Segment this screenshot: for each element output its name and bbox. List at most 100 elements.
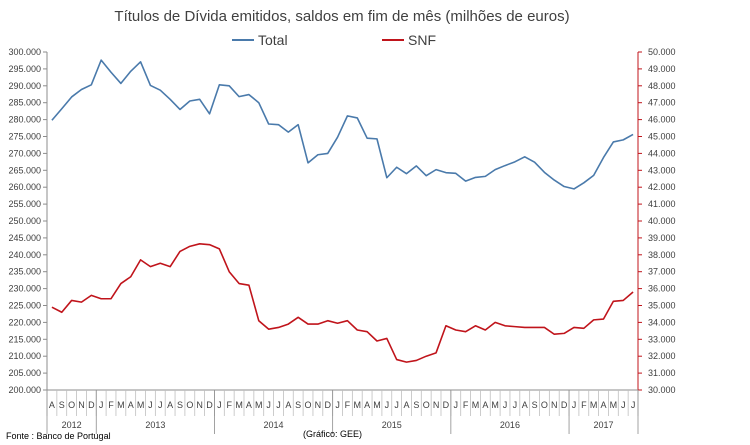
month-label: O — [186, 400, 193, 410]
left-tick-label: 220.000 — [8, 317, 41, 327]
left-tick-label: 240.000 — [8, 250, 41, 260]
month-label: D — [561, 400, 568, 410]
year-label: 2012 — [62, 420, 82, 430]
month-label: D — [206, 400, 213, 410]
left-tick-label: 295.000 — [8, 64, 41, 74]
series-line-snf — [51, 243, 634, 363]
month-label: S — [295, 400, 301, 410]
month-label: M — [472, 400, 480, 410]
month-label: A — [522, 400, 528, 410]
year-label: 2015 — [382, 420, 402, 430]
month-label: O — [423, 400, 430, 410]
left-tick-label: 250.000 — [8, 216, 41, 226]
left-tick-label: 285.000 — [8, 98, 41, 108]
source-note: Fonte : Banco de Portugal — [6, 431, 111, 441]
month-label: J — [276, 400, 281, 410]
month-label: N — [196, 400, 203, 410]
month-label: J — [454, 400, 459, 410]
left-tick-label: 200.000 — [8, 385, 41, 395]
chart-credit: (Gráfico: GEE) — [303, 429, 362, 439]
right-tick-label: 44.000 — [648, 148, 676, 158]
axes — [46, 52, 639, 391]
month-label: F — [345, 400, 351, 410]
legend-label-snf: SNF — [408, 32, 436, 48]
right-tick-label: 49.000 — [648, 64, 676, 74]
month-label: J — [394, 400, 399, 410]
right-tick-label: 47.000 — [648, 98, 676, 108]
month-label: A — [601, 400, 607, 410]
month-label: J — [572, 400, 577, 410]
month-label: M — [590, 400, 598, 410]
month-label: D — [443, 400, 450, 410]
month-label: N — [78, 400, 85, 410]
left-tick-label: 270.000 — [8, 148, 41, 158]
month-label: A — [285, 400, 291, 410]
left-tick-label: 265.000 — [8, 165, 41, 175]
left-tick-label: 255.000 — [8, 199, 41, 209]
month-label: J — [158, 400, 163, 410]
month-label: M — [235, 400, 243, 410]
month-label: A — [364, 400, 370, 410]
month-label: J — [217, 400, 222, 410]
left-tick-label: 245.000 — [8, 233, 41, 243]
month-label: J — [631, 400, 636, 410]
month-label: N — [315, 400, 322, 410]
legend-label-total: Total — [258, 32, 288, 48]
year-label: 2013 — [145, 420, 165, 430]
month-label: S — [59, 400, 65, 410]
month-label: J — [385, 400, 390, 410]
right-tick-label: 41.000 — [648, 199, 676, 209]
month-label: N — [433, 400, 440, 410]
left-axis-ticks: 200.000 205.000 210.000 215.000 220.000 225.0… — [8, 47, 47, 395]
left-tick-label: 225.000 — [8, 301, 41, 311]
year-label: 2014 — [264, 420, 284, 430]
right-tick-label: 36.000 — [648, 284, 676, 294]
month-label: S — [413, 400, 419, 410]
month-label: J — [266, 400, 271, 410]
right-tick-label: 40.000 — [648, 216, 676, 226]
month-label: A — [167, 400, 173, 410]
left-tick-label: 230.000 — [8, 284, 41, 294]
right-tick-label: 48.000 — [648, 81, 676, 91]
month-label: A — [246, 400, 252, 410]
right-tick-label: 35.000 — [648, 301, 676, 311]
year-label: 2017 — [594, 420, 614, 430]
right-tick-label: 37.000 — [648, 267, 676, 277]
right-tick-label: 50.000 — [648, 47, 676, 57]
month-label: S — [532, 400, 538, 410]
month-label: M — [610, 400, 618, 410]
month-label: O — [541, 400, 548, 410]
month-label: J — [503, 400, 508, 410]
month-label: M — [117, 400, 125, 410]
left-tick-label: 205.000 — [8, 368, 41, 378]
series-lines — [51, 59, 634, 363]
month-label: F — [581, 400, 587, 410]
right-tick-label: 33.000 — [648, 334, 676, 344]
month-label: J — [148, 400, 153, 410]
month-label: M — [137, 400, 145, 410]
left-tick-label: 260.000 — [8, 182, 41, 192]
month-label: D — [88, 400, 95, 410]
left-tick-label: 300.000 — [8, 47, 41, 57]
month-label: M — [354, 400, 362, 410]
series-line-total — [51, 59, 634, 190]
left-tick-label: 280.000 — [8, 115, 41, 125]
month-label: J — [99, 400, 104, 410]
month-label: O — [68, 400, 75, 410]
month-label: N — [551, 400, 558, 410]
left-tick-label: 290.000 — [8, 81, 41, 91]
right-tick-label: 43.000 — [648, 165, 676, 175]
month-label: F — [463, 400, 469, 410]
month-label: J — [335, 400, 340, 410]
left-tick-label: 235.000 — [8, 267, 41, 277]
right-tick-label: 30.000 — [648, 385, 676, 395]
month-label: J — [621, 400, 626, 410]
right-tick-label: 46.000 — [648, 115, 676, 125]
month-label: A — [49, 400, 55, 410]
month-label: F — [108, 400, 114, 410]
month-label: J — [513, 400, 518, 410]
month-label: M — [373, 400, 381, 410]
month-label: S — [177, 400, 183, 410]
